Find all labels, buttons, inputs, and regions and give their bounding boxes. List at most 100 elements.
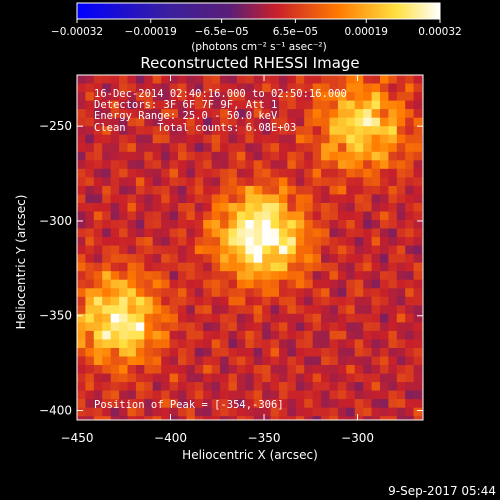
heatmap-cell — [287, 151, 297, 161]
heatmap-cell — [295, 365, 305, 375]
heatmap-cell — [211, 416, 221, 420]
y-tick-label: −250 — [39, 119, 72, 133]
heatmap-cell — [135, 211, 145, 221]
heatmap-cell — [186, 382, 196, 392]
heatmap-cell — [85, 134, 95, 144]
heatmap-cell — [279, 356, 289, 366]
heatmap-cell — [304, 348, 314, 358]
heatmap-cell — [287, 288, 297, 298]
heatmap-cell — [102, 356, 112, 366]
heatmap-cell — [388, 382, 398, 392]
heatmap-cell — [135, 168, 145, 178]
heatmap-cell — [194, 160, 204, 170]
heatmap-cell — [127, 356, 137, 366]
heatmap-cell — [304, 296, 314, 306]
heatmap-cell — [279, 92, 289, 102]
heatmap-cell — [321, 126, 331, 136]
heatmap-cell — [152, 237, 162, 247]
heatmap-cell — [127, 92, 137, 102]
heatmap-cell — [228, 382, 238, 392]
heatmap-cell — [119, 322, 129, 332]
heatmap-cell — [337, 194, 347, 204]
heatmap-cell — [321, 407, 331, 417]
heatmap-cell — [405, 228, 415, 238]
heatmap-cell — [161, 271, 171, 281]
heatmap-cell — [388, 220, 398, 230]
heatmap-cell — [253, 279, 263, 289]
heatmap-cell — [312, 262, 322, 272]
heatmap-cell — [413, 168, 423, 178]
heatmap-cell — [279, 348, 289, 358]
heatmap-cell — [295, 220, 305, 230]
heatmap-cell — [127, 220, 137, 230]
heatmap-cell — [321, 134, 331, 144]
heatmap-cell — [85, 203, 95, 213]
heatmap-cell — [93, 313, 103, 323]
heatmap-cell — [77, 151, 87, 161]
heatmap-cell — [77, 348, 87, 358]
colorbar-tick-label: 0.00032 — [418, 26, 461, 38]
heatmap-cell — [93, 279, 103, 289]
heatmap-cell — [380, 203, 390, 213]
heatmap-cell — [135, 313, 145, 323]
heatmap-cell — [102, 425, 111, 434]
heatmap-cell — [321, 330, 331, 341]
heatmap-cell — [287, 399, 297, 409]
heatmap-cell — [380, 288, 390, 298]
heatmap-cell — [119, 356, 129, 366]
heatmap-cell — [405, 220, 415, 230]
heatmap-cell — [287, 382, 297, 392]
heatmap-cell — [77, 416, 87, 420]
annotation-clean-counts: Clean Total counts: 6.08E+03 — [94, 122, 296, 134]
heatmap-cell — [245, 185, 255, 196]
heatmap-cell — [127, 407, 137, 417]
heatmap-cell — [312, 416, 322, 420]
heatmap-cell — [127, 83, 137, 93]
heatmap-cell — [413, 399, 423, 409]
heatmap-cell — [346, 168, 356, 178]
heatmap-cell — [304, 100, 314, 110]
heatmap-cell — [169, 211, 179, 221]
heatmap-cell — [329, 237, 339, 247]
heatmap-cell — [152, 100, 162, 110]
heatmap-cell — [161, 75, 171, 85]
heatmap-cell — [236, 365, 246, 375]
heatmap-cell — [380, 279, 390, 289]
heatmap-cell — [431, 288, 440, 297]
heatmap-cell — [380, 365, 390, 375]
heatmap-cell — [93, 83, 103, 93]
heatmap-cell — [253, 92, 263, 102]
heatmap-cell — [152, 262, 162, 272]
heatmap-cell — [380, 83, 390, 93]
heatmap-cell — [203, 220, 213, 230]
heatmap-cell — [152, 330, 162, 341]
heatmap-cell — [321, 373, 331, 383]
heatmap-cell — [228, 322, 238, 332]
heatmap-cell — [321, 305, 331, 315]
heatmap-cell — [186, 134, 196, 144]
heatmap-cell — [396, 237, 406, 247]
heatmap-cell — [337, 151, 347, 161]
heatmap-cell — [77, 382, 87, 392]
heatmap-cell — [102, 109, 112, 119]
heatmap-cell — [354, 143, 364, 153]
heatmap-cell — [405, 373, 415, 383]
heatmap-cell — [152, 348, 162, 358]
heatmap-cell — [431, 152, 440, 161]
heatmap-cell — [329, 271, 339, 281]
heatmap-cell — [93, 237, 103, 247]
heatmap-cell — [203, 211, 213, 221]
heatmap-cell — [102, 126, 112, 136]
heatmap-cell — [220, 271, 230, 281]
heatmap-cell — [371, 83, 381, 93]
heatmap-cell — [262, 330, 272, 341]
heatmap-cell — [93, 382, 103, 392]
heatmap-cell — [228, 134, 238, 144]
heatmap-cell — [119, 288, 129, 298]
heatmap-cell — [346, 185, 356, 196]
heatmap-cell — [270, 407, 280, 417]
colorbar-tick-label: −6.5e−05 — [195, 26, 249, 38]
heatmap-cell — [405, 407, 415, 417]
heatmap-cell — [245, 109, 255, 119]
heatmap-cell — [85, 168, 95, 178]
